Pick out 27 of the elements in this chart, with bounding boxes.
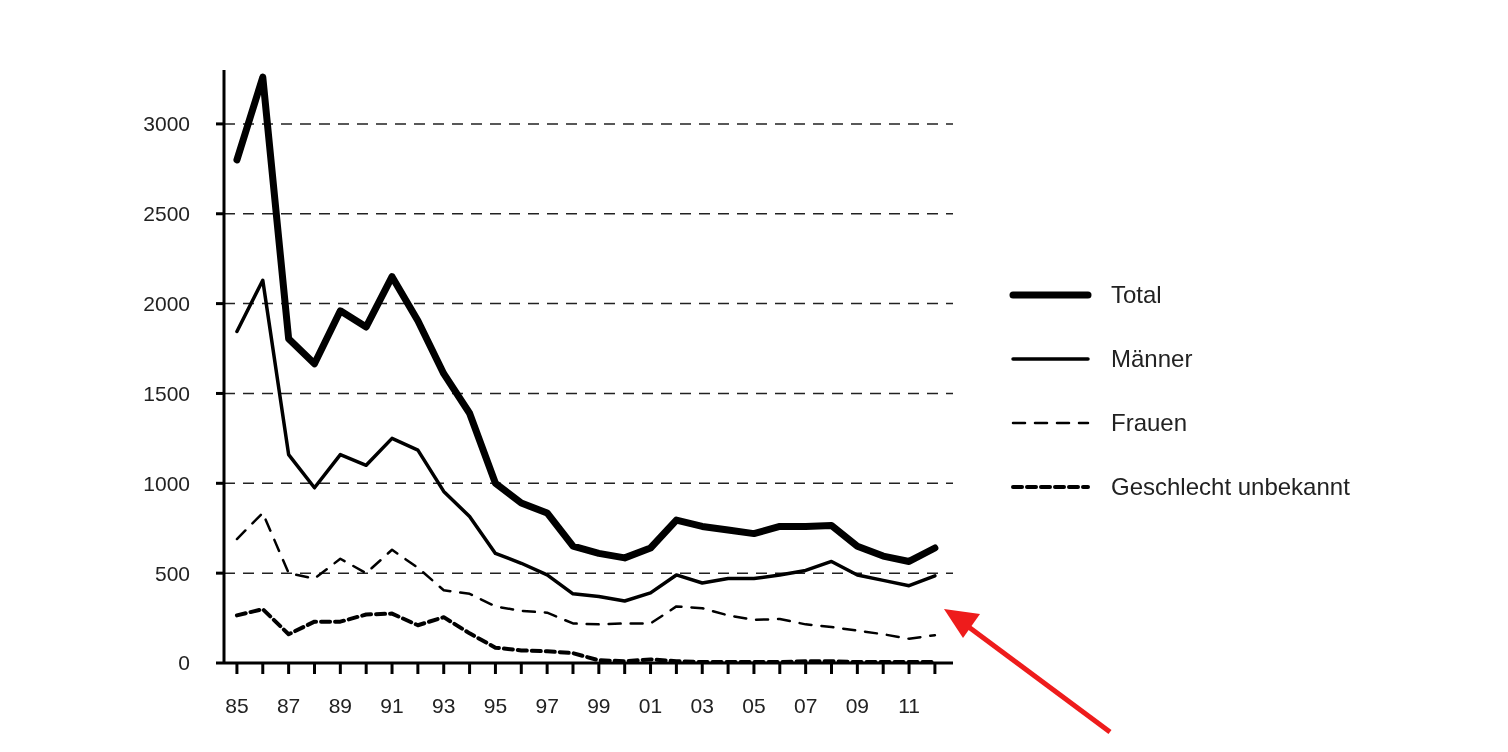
- x-tick-label: 91: [380, 694, 404, 717]
- y-tick-label: 500: [154, 561, 190, 585]
- legend-label: Geschlecht unbekannt: [1111, 473, 1351, 501]
- x-tick-label: 09: [845, 694, 870, 717]
- x-tick-label: 89: [328, 694, 353, 717]
- legend-label: Total: [1111, 281, 1162, 309]
- x-tick-label: 85: [225, 694, 249, 717]
- legend-label: Männer: [1111, 345, 1193, 373]
- x-tick-label: 93: [432, 694, 456, 717]
- y-tick-label: 2500: [143, 202, 190, 226]
- y-tick-label: 2000: [143, 291, 190, 315]
- y-tick-label: 0: [178, 651, 190, 675]
- x-tick-label: 99: [587, 694, 611, 717]
- legend-label: Frauen: [1111, 409, 1188, 437]
- x-tick-label: 11: [898, 694, 920, 717]
- x-tick-label: 87: [276, 694, 301, 717]
- x-tick-label: 01: [638, 694, 663, 717]
- x-tick-label: 07: [793, 694, 818, 717]
- line-series: [235, 511, 937, 640]
- x-tick-label: 97: [535, 694, 559, 717]
- x-tick-label: 05: [742, 694, 766, 717]
- y-tick-label: 1000: [143, 471, 190, 495]
- x-tick-label: 95: [483, 694, 508, 717]
- line-series: [235, 278, 937, 603]
- y-tick-label: 3000: [143, 112, 190, 136]
- y-tick-label: 1500: [143, 381, 190, 405]
- x-tick-label: 03: [690, 694, 714, 717]
